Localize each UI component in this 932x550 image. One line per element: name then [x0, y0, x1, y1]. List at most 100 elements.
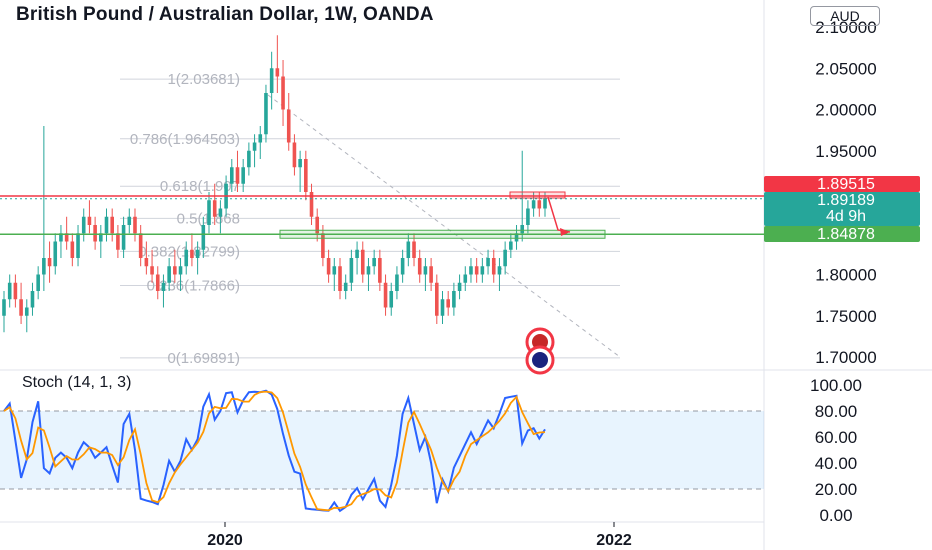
candle-body: [417, 258, 422, 275]
candle-body: [87, 216, 92, 225]
candle-body: [531, 200, 536, 209]
candle-body: [258, 134, 263, 143]
projection-arrowhead: [560, 228, 570, 236]
candle-body: [24, 307, 29, 316]
candle-body: [76, 233, 80, 258]
candle-body: [520, 225, 525, 234]
candle-body: [2, 299, 6, 316]
stoch-band: [0, 411, 764, 489]
candle-body: [138, 233, 143, 258]
fib-label: 0.236(1.7866): [147, 278, 240, 295]
au-flag-icon-fill: [532, 352, 548, 368]
price-badge-value: 1.89189: [817, 192, 875, 209]
candle-body: [412, 241, 416, 258]
candle-body: [275, 68, 280, 77]
candle-body: [201, 225, 206, 250]
candle-body: [264, 93, 268, 135]
candle-body: [383, 282, 388, 308]
candle-body: [36, 274, 40, 291]
candle-body: [452, 291, 456, 308]
candle-body: [116, 233, 120, 250]
stoch-k-line: [3, 389, 546, 513]
candle-body: [155, 274, 160, 291]
candle-body: [326, 258, 331, 275]
stoch-tick-label: 80.00: [815, 402, 858, 421]
candle-body: [457, 282, 462, 291]
candle-body: [53, 241, 58, 267]
candle-body: [167, 266, 171, 283]
candle-body: [429, 266, 433, 283]
candle-body: [173, 266, 177, 275]
candle-body: [474, 266, 479, 275]
candle-body: [343, 282, 348, 291]
projection-arrow: [547, 196, 571, 233]
candle-body: [269, 68, 274, 93]
candle-body: [42, 258, 46, 275]
price-badge-value: 1.84878: [817, 226, 875, 243]
stoch-tick-label: 20.00: [815, 480, 858, 499]
candle-body: [537, 200, 542, 209]
candle-body: [241, 167, 245, 184]
candle-body: [184, 249, 189, 267]
candle-body: [360, 249, 365, 275]
candle-body: [133, 216, 137, 234]
candle-body: [400, 258, 405, 275]
candle-body: [321, 233, 325, 258]
currency-selector[interactable]: AUD: [810, 6, 880, 26]
price-tick-label: 2.05000: [815, 59, 876, 78]
price-tick-label: 2.00000: [815, 101, 876, 120]
stoch-tick-label: 100.00: [810, 376, 862, 395]
candle-body: [406, 241, 411, 258]
candle-body: [229, 167, 234, 184]
candle-body: [440, 299, 445, 316]
candle-body: [281, 76, 285, 110]
candle-body: [435, 282, 439, 316]
candle-body: [543, 198, 547, 209]
candle-body: [338, 266, 342, 291]
candle-body: [463, 274, 468, 283]
stoch-tick-label: 60.00: [815, 428, 858, 447]
candle-body: [514, 233, 519, 242]
candle-body: [127, 216, 132, 225]
candle-body: [497, 266, 502, 275]
fib-label: 0.382(1.82799): [138, 243, 240, 260]
price-tick-label: 1.95000: [815, 142, 876, 161]
candle-body: [446, 299, 450, 308]
candle-body: [207, 200, 211, 225]
price-tick-label: 1.75000: [815, 307, 876, 326]
candle-body: [59, 233, 63, 242]
support-zone: [279, 229, 606, 239]
candle-body: [315, 216, 320, 234]
candle-body: [93, 225, 97, 242]
candle-body: [104, 216, 109, 234]
stoch-tick-label: 0.00: [819, 506, 852, 525]
candle-body: [366, 266, 371, 275]
candle-body: [81, 216, 86, 234]
price-tick-label: 2.10000: [815, 18, 876, 37]
fib-label: 0.786(1.964503): [130, 131, 240, 148]
candle-body: [99, 233, 103, 242]
price-badge-value: 1.89515: [817, 176, 875, 193]
candle-body: [150, 266, 154, 275]
price-badge: [764, 192, 920, 226]
candle-body: [64, 233, 69, 242]
trend-line: [267, 94, 621, 358]
candle-body: [298, 159, 302, 168]
candle-body: [161, 282, 166, 291]
candle-body: [491, 258, 496, 275]
resistance-zone: [509, 191, 566, 199]
stochastic-indicator-label[interactable]: Stoch (14, 1, 3): [22, 374, 132, 391]
candle-body: [332, 266, 337, 275]
candle-body: [292, 142, 297, 168]
candle-body: [19, 299, 23, 316]
price-badge-countdown: 4d 9h: [826, 208, 866, 225]
candle-body: [247, 150, 251, 168]
candle-body: [121, 225, 126, 250]
price-tick-label: 1.80000: [815, 266, 876, 285]
candle-body: [144, 258, 149, 267]
candle-body: [178, 266, 183, 275]
candle-body: [480, 266, 485, 275]
candle-body: [304, 159, 308, 192]
candle-body: [355, 249, 359, 258]
